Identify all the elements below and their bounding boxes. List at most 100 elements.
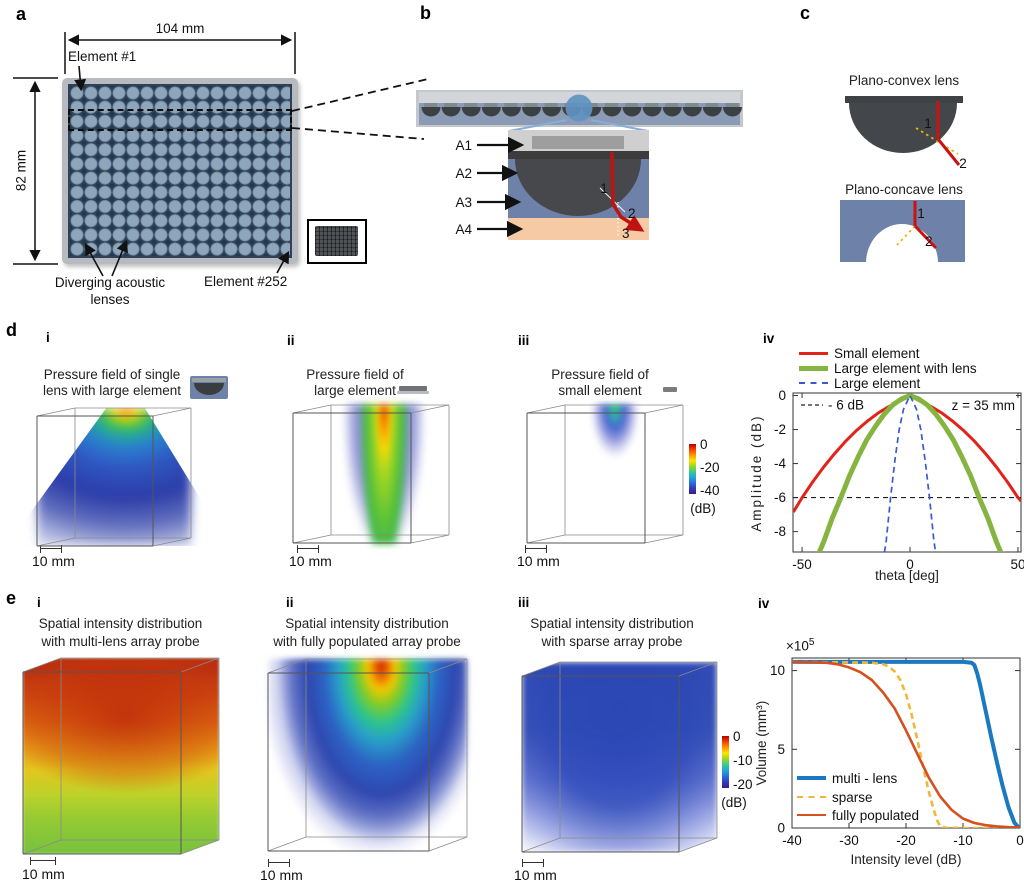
svg-text:5: 5 [777, 742, 785, 757]
subpanel-d-ii-num: ii [287, 333, 295, 348]
e-ii-title-line1: Spatial intensity distribution [285, 616, 449, 631]
legend-label-small-element: Small element [834, 345, 920, 361]
legend-large-element: Large element [799, 375, 920, 391]
legend-swatch-fully-populated [797, 813, 826, 817]
legend-swatch-multi-lens [797, 776, 826, 780]
svg-text:10: 10 [770, 663, 785, 678]
scalebar-d-iii [525, 545, 547, 553]
d-i-title-line2: lens with large element [42, 383, 182, 398]
intensity-field-sparse [522, 662, 717, 852]
colorbar-d-unit: (dB) [690, 501, 716, 516]
d-iv-xlabel: theta [deg] [875, 568, 939, 583]
layer-label-a1: A1 [455, 138, 472, 153]
subpanel-e-ii-num: ii [286, 595, 294, 610]
legend-small-element: Small element [799, 345, 920, 361]
large-element-icon [397, 384, 429, 396]
svg-text:50: 50 [1010, 557, 1024, 572]
scalebar-e-iii-label: 10 mm [514, 867, 557, 883]
scalebar-d-iii-label: 10 mm [517, 553, 560, 569]
y-multiplier-base: ×10 [786, 638, 809, 654]
e-i-title-line2: with multi-lens array probe [41, 634, 200, 649]
subpanel-d-iv-num: iv [763, 331, 775, 346]
d-iii-title-line2: small element [558, 383, 642, 398]
legend-label-fully-populated: fully populated [832, 807, 920, 823]
y-multiplier-exp: 5 [808, 637, 815, 648]
svg-text:-30: -30 [839, 833, 859, 848]
legend-swatch-sparse [797, 796, 826, 798]
lens-array-grid [70, 86, 290, 256]
diverging-lenses-caption-line1: Diverging acoustic [54, 275, 166, 290]
intensity-field-fully-populated [268, 659, 467, 851]
scalebar-d-i-label: 10 mm [32, 553, 75, 569]
svg-text:-4: -4 [774, 456, 786, 471]
element-252-annotation: Element #252 [204, 274, 288, 289]
panel-b-label: b [420, 3, 431, 23]
d-iv-ylabel: Amplitude (dB) [748, 414, 764, 532]
svg-text:-50: -50 [792, 557, 812, 572]
d-ii-title-line2: large element [314, 383, 396, 398]
e-i-title-line1: Spatial intensity distribution [38, 616, 203, 631]
scalebar-e-i [30, 857, 56, 865]
scalebar-d-ii-label: 10 mm [289, 553, 332, 569]
scalebar-e-ii [268, 859, 290, 867]
e-iv-xlabel: Intensity level (dB) [850, 852, 962, 867]
legend-sparse: sparse [797, 789, 873, 805]
svg-text:-2: -2 [774, 422, 786, 437]
layer-label-a3: A3 [455, 195, 472, 210]
svg-text:-6: -6 [774, 490, 786, 505]
legend-multi-lens: multi - lens [797, 770, 897, 786]
pressure-field-large-element [293, 404, 450, 544]
colorbar-d-tick-0: 0 [700, 437, 708, 452]
scalebar-d-i [40, 545, 62, 553]
panel-d-label: d [6, 320, 17, 340]
legend-swatch-large-element-lens [799, 365, 828, 371]
colorbar-e-unit: (dB) [721, 795, 747, 810]
small-element-icon [663, 387, 677, 392]
panel-e-label: e [6, 588, 17, 608]
layer-label-a4: A4 [455, 222, 472, 237]
plano-concave-title: Plano-concave lens [845, 182, 963, 197]
diverging-lenses-caption-line2: lenses [90, 292, 130, 307]
d-ii-title-line1: Pressure field of [306, 367, 404, 382]
scalebar-e-i-label: 10 mm [22, 866, 65, 882]
subpanel-e-iii-num: iii [518, 595, 530, 610]
svg-text:-10: -10 [953, 833, 973, 848]
legend-large-element-lens: Large element with lens [799, 360, 977, 376]
layer-label-a2: A2 [455, 166, 472, 181]
intensity-field-multi-lens [23, 658, 219, 854]
panel-c-label: c [800, 3, 811, 23]
subpanel-d-i-num: i [46, 330, 50, 345]
subpanel-d-iii-num: iii [518, 333, 530, 348]
legend-swatch-small-element [799, 351, 828, 355]
colorbar-d-tick-40: -40 [700, 483, 720, 498]
array-width-dimension: 104 mm [155, 21, 205, 36]
subpanel-e-i-num: i [37, 595, 41, 610]
svg-text:-8: -8 [774, 524, 786, 539]
legend-fully-populated: fully populated [797, 807, 919, 823]
e-iii-title-line2: with sparse array probe [541, 634, 683, 649]
svg-text:0: 0 [778, 388, 786, 403]
e-iii-title-line1: Spatial intensity distribution [530, 616, 694, 631]
subpanel-e-iv-num: iv [758, 596, 770, 611]
svg-text:- 6 dB: - 6 dB [828, 398, 864, 413]
plano-convex-title: Plano-convex lens [848, 73, 960, 88]
e-iv-y-multiplier: ×105 [786, 637, 814, 654]
probe-photo-inset [307, 219, 367, 264]
d-iii-title-line1: Pressure field of [551, 367, 649, 382]
legend-label-large-element: Large element [834, 375, 921, 391]
lens-on-element-icon [190, 376, 228, 399]
scalebar-e-ii-label: 10 mm [260, 867, 303, 883]
colorbar-e-tick-10: -10 [733, 753, 753, 768]
svg-text:z = 35 mm: z = 35 mm [952, 398, 1015, 413]
colorbar-e-tick-20: -20 [733, 777, 753, 792]
legend-label-multi-lens: multi - lens [832, 770, 898, 786]
legend-label-large-element-lens: Large element with lens [834, 360, 977, 376]
svg-text:-20: -20 [896, 833, 916, 848]
svg-text:0: 0 [906, 557, 914, 572]
panel-a-label: a [16, 4, 27, 24]
colorbar-d-tick-20: -20 [700, 460, 720, 475]
element-1-annotation: Element #1 [68, 49, 137, 64]
colorbar-d [689, 444, 696, 494]
